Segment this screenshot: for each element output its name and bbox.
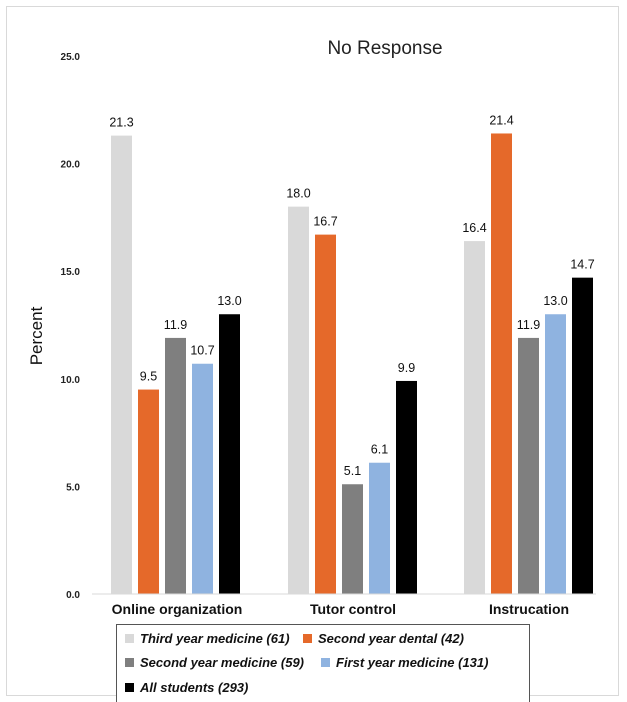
data-label: 16.7: [313, 215, 337, 229]
y-tick-label: 10.0: [61, 375, 81, 386]
data-label: 10.7: [190, 344, 214, 358]
legend-swatch: [321, 658, 330, 667]
data-label: 6.1: [371, 443, 388, 457]
data-label: 13.0: [217, 294, 241, 308]
legend-label: Third year medicine (61): [140, 631, 290, 646]
bars-group: [92, 133, 596, 595]
y-tick-label: 0.0: [66, 590, 80, 601]
legend: Third year medicine (61) Second year dent…: [116, 624, 530, 702]
bar: [369, 462, 390, 594]
legend-item: Second year medicine (59): [125, 655, 304, 670]
x-category-label: Tutor control: [310, 601, 396, 617]
y-tick-label: 5.0: [66, 482, 80, 493]
legend-swatch: [125, 634, 134, 643]
x-category-label: Instrucation: [489, 601, 569, 617]
legend-swatch: [303, 634, 312, 643]
y-axis-label: Percent: [27, 306, 46, 365]
bar: [518, 337, 539, 594]
legend-swatch: [125, 683, 134, 692]
x-axis-categories: Online organization Tutor control Instruca…: [112, 601, 569, 617]
bar: [315, 234, 336, 594]
legend-item: Third year medicine (61): [125, 631, 290, 646]
legend-label: First year medicine (131): [336, 655, 489, 670]
legend-swatch: [125, 658, 134, 667]
data-label: 16.4: [462, 221, 486, 235]
data-label: 21.4: [489, 113, 513, 127]
chart-title: No Response: [327, 38, 442, 59]
bar: [491, 133, 512, 595]
bar: [464, 241, 485, 594]
bar: [342, 484, 363, 594]
data-label: 5.1: [344, 464, 361, 478]
data-label: 21.3: [109, 116, 133, 130]
y-tick-label: 20.0: [61, 160, 81, 171]
data-label: 9.5: [140, 370, 157, 384]
bar: [165, 337, 186, 594]
bar: [111, 135, 132, 594]
data-label: 9.9: [398, 361, 415, 375]
y-axis-ticks: 0.0 5.0 10.0 15.0 20.0 25.0: [61, 52, 81, 601]
x-category-label: Online organization: [112, 601, 243, 617]
y-tick-label: 15.0: [61, 267, 81, 278]
bar: [192, 363, 213, 594]
data-label: 11.9: [164, 318, 187, 332]
legend-item: All students (293): [125, 680, 248, 695]
legend-item: First year medicine (131): [321, 655, 488, 670]
bar: [396, 380, 417, 594]
data-labels-group: 21.318.016.49.516.721.411.95.111.910.76.…: [109, 113, 594, 478]
legend-label: All students (293): [140, 680, 249, 695]
data-label: 13.0: [543, 294, 567, 308]
bar: [219, 314, 240, 594]
legend-item: Second year dental (42): [303, 631, 464, 646]
y-tick-label: 25.0: [61, 52, 81, 63]
legend-label: Second year medicine (59): [140, 655, 305, 670]
data-label: 18.0: [286, 187, 310, 201]
bar: [288, 206, 309, 594]
bar: [545, 314, 566, 594]
data-label: 11.9: [517, 318, 540, 332]
bar: [572, 277, 593, 594]
legend-label: Second year dental (42): [318, 631, 464, 646]
bar: [138, 389, 159, 594]
data-label: 14.7: [570, 258, 594, 272]
